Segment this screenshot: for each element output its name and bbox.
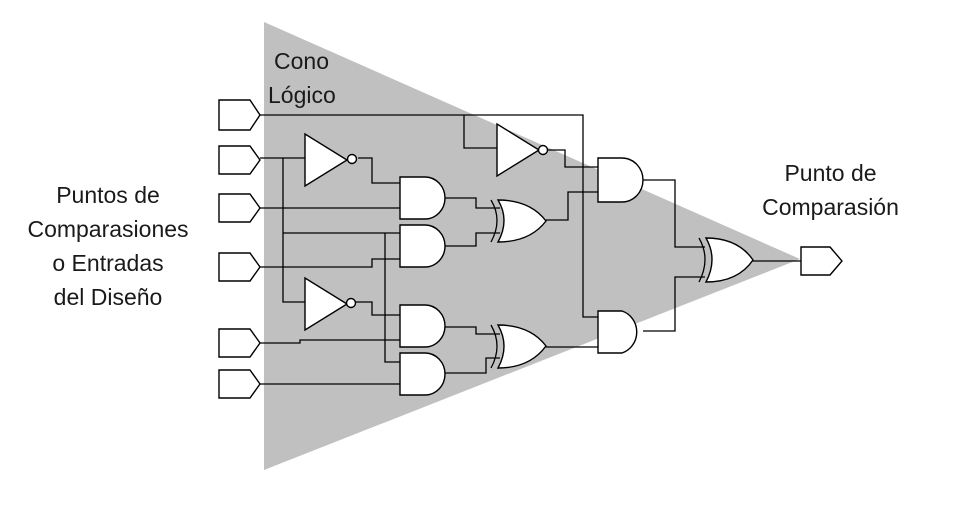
inputs-label-line-1: Puntos de (56, 182, 160, 208)
output-label-line-1: Punto de (784, 160, 877, 186)
inputs-label-line-2: Comparasiones (27, 216, 189, 242)
and-gate-4 (399, 352, 446, 396)
or-gate-3 (698, 237, 754, 283)
not-gate-3 (496, 122, 549, 178)
output-label: Punto de Comparasión (748, 156, 913, 224)
not-gate-1 (304, 132, 358, 188)
and-gate-1 (399, 176, 446, 220)
input-port-6 (218, 369, 261, 399)
output-label-line-2: Comparasión (762, 194, 899, 220)
and-gate-5 (597, 157, 644, 203)
input-port-4 (218, 252, 261, 282)
input-port-1 (218, 99, 261, 131)
wires (260, 114, 804, 385)
cone-label-line-1: Cono (274, 48, 329, 74)
output-port (800, 246, 843, 276)
inputs-label-line-4: del Diseño (53, 284, 163, 310)
input-ports (218, 99, 261, 399)
cone-label-line-2: Lógico (268, 82, 336, 108)
not-gate-2 (304, 276, 357, 332)
input-port-2 (218, 145, 261, 175)
inputs-label: Puntos de Comparasiones o Entradas del D… (8, 178, 208, 314)
input-port-3 (218, 193, 261, 223)
or-gate-1 (490, 199, 547, 243)
and-gate-3 (399, 304, 446, 348)
cone-label: Cono Lógico (268, 44, 336, 112)
and-gate-6 (597, 310, 638, 354)
logic-cone (264, 22, 800, 470)
or-gate-2 (490, 324, 547, 369)
inputs-label-line-3: o Entradas (52, 250, 164, 276)
and-gate-2 (399, 224, 446, 268)
input-port-5 (218, 328, 261, 358)
